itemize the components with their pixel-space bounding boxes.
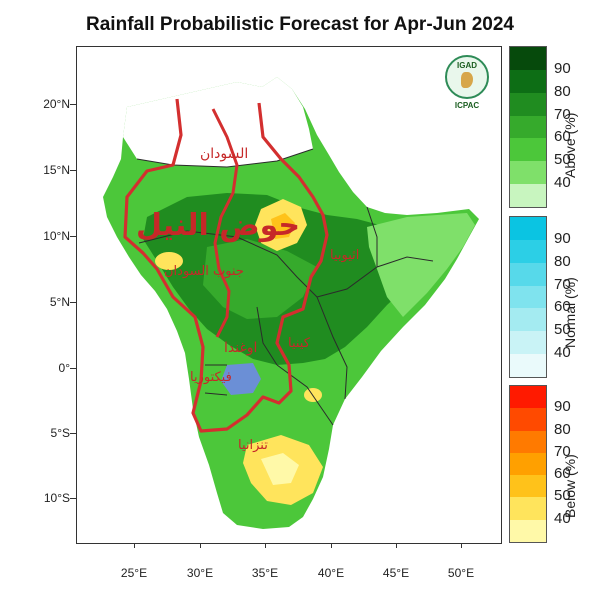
africa-shape-icon: [461, 72, 473, 88]
map-canvas: [103, 77, 479, 529]
lat-tick: [70, 302, 76, 303]
colorbar-tick-label: 80: [554, 420, 571, 438]
colorbar-tick-label: 40: [554, 509, 571, 527]
colorbar-swatch: [510, 430, 546, 453]
colorbar-swatch: [510, 217, 546, 240]
lat-label-10n: 10°N: [43, 229, 70, 243]
lat-label-20n: 20°N: [43, 97, 70, 111]
lon-tick: [461, 542, 462, 548]
lat-tick: [70, 104, 76, 105]
colorbar-tick-label: 80: [554, 252, 571, 270]
colorbar-swatch: [510, 69, 546, 93]
lon-tick: [200, 542, 201, 548]
lat-label-15n: 15°N: [43, 163, 70, 177]
nile-basin-outline-inner: [211, 108, 239, 338]
above-50-region: [367, 213, 475, 317]
below-patch: [155, 252, 183, 270]
lat-tick: [70, 236, 76, 237]
logo-bottom-text: ICPAC: [454, 101, 480, 110]
colorbar-tick-label: 90: [554, 59, 571, 77]
colorbar-swatch: [510, 308, 546, 332]
lon-tick: [265, 542, 266, 548]
colorbar-swatch: [510, 92, 546, 116]
label-victoria: فيكتوريا: [190, 370, 232, 385]
lat-tick: [70, 498, 76, 499]
colorbar-swatch: [510, 115, 546, 139]
colorbar-swatch: [510, 386, 546, 409]
colorbar-swatch: [510, 408, 546, 431]
lon-label-35e: 35°E: [251, 566, 279, 580]
igad-globe-icon: IGAD: [445, 55, 489, 99]
colorbar-swatch: [510, 475, 546, 498]
label-south-sudan: جنوب السودان: [164, 264, 244, 279]
colorbar-tick-label: 80: [554, 82, 571, 100]
colorbar-tick-label: 90: [554, 398, 571, 416]
lon-label-25e: 25°E: [120, 566, 148, 580]
colorbar-tick-label: 70: [554, 442, 571, 460]
lat-label-0: 0°: [58, 361, 70, 375]
colorbar-below: [509, 385, 547, 543]
label-nile-basin: حوض النيل: [136, 208, 301, 243]
colorbar-tick-label: 50: [554, 487, 571, 505]
colorbar-swatch: [510, 184, 546, 207]
colorbar-tick-label: 60: [554, 465, 571, 483]
lat-tick: [70, 170, 76, 171]
colorbar-swatch: [510, 519, 546, 542]
icpac-logo: IGAD ICPAC: [441, 55, 493, 117]
lat-label-5n: 5°N: [49, 295, 70, 309]
colorbar-tick-label: 40: [554, 174, 571, 192]
label-tanzania: تنزانيا: [238, 438, 268, 453]
colorbar-swatch: [510, 239, 546, 263]
colorbar-swatch: [510, 47, 546, 70]
colorbar-swatch: [510, 452, 546, 476]
colorbar-tick-label: 40: [554, 344, 571, 362]
colorbar-swatch: [510, 138, 546, 162]
below-50-ethiopia: [271, 213, 295, 239]
country-borders: [136, 148, 434, 426]
colorbar-tick-label: 90: [554, 229, 571, 247]
lat-tick: [70, 368, 76, 369]
lat-tick: [70, 433, 76, 434]
colorbar-tick-label: 50: [554, 321, 571, 339]
colorbar-tick-label: 50: [554, 151, 571, 169]
colorbar-tick-label: 70: [554, 275, 571, 293]
colorbar-swatch: [510, 262, 546, 286]
above-60-region: [203, 239, 317, 319]
colorbar-normal: [509, 216, 547, 378]
colorbar-swatch: [510, 331, 546, 355]
map-title: Rainfall Probabilistic Forecast for Apr-…: [86, 14, 514, 35]
colorbar-title-below: Below (%): [562, 454, 578, 518]
lon-tick: [331, 542, 332, 548]
nile-basin-outline: [123, 98, 329, 433]
lon-tick: [134, 542, 135, 548]
lake-victoria: [221, 363, 261, 395]
lon-label-40e: 40°E: [317, 566, 345, 580]
colorbar-tick-label: 60: [554, 298, 571, 316]
lon-label-45e: 45°E: [382, 566, 410, 580]
colorbar-swatch: [510, 354, 546, 377]
colorbar-tick-label: 70: [554, 105, 571, 123]
colorbar-swatch: [510, 161, 546, 185]
lat-label-5s: 5°S: [50, 426, 70, 440]
label-ethiopia: اثيوبيا: [330, 248, 360, 263]
lon-tick: [396, 542, 397, 548]
colorbar-tick-label: 60: [554, 128, 571, 146]
forecast-map: IGAD ICPAC: [76, 46, 502, 544]
colorbar-above: [509, 46, 547, 208]
colorbar-swatch: [510, 285, 546, 309]
label-kenya: كينيا: [288, 336, 310, 351]
lon-label-30e: 30°E: [186, 566, 214, 580]
lon-label-50e: 50°E: [447, 566, 475, 580]
label-sudan: السودان: [200, 146, 249, 162]
logo-top-text: IGAD: [457, 61, 477, 70]
lat-label-10s: 10°S: [43, 491, 70, 505]
label-uganda: اوغندا: [224, 340, 258, 356]
below-30-tanzania: [261, 453, 299, 485]
colorbar-swatch: [510, 497, 546, 520]
